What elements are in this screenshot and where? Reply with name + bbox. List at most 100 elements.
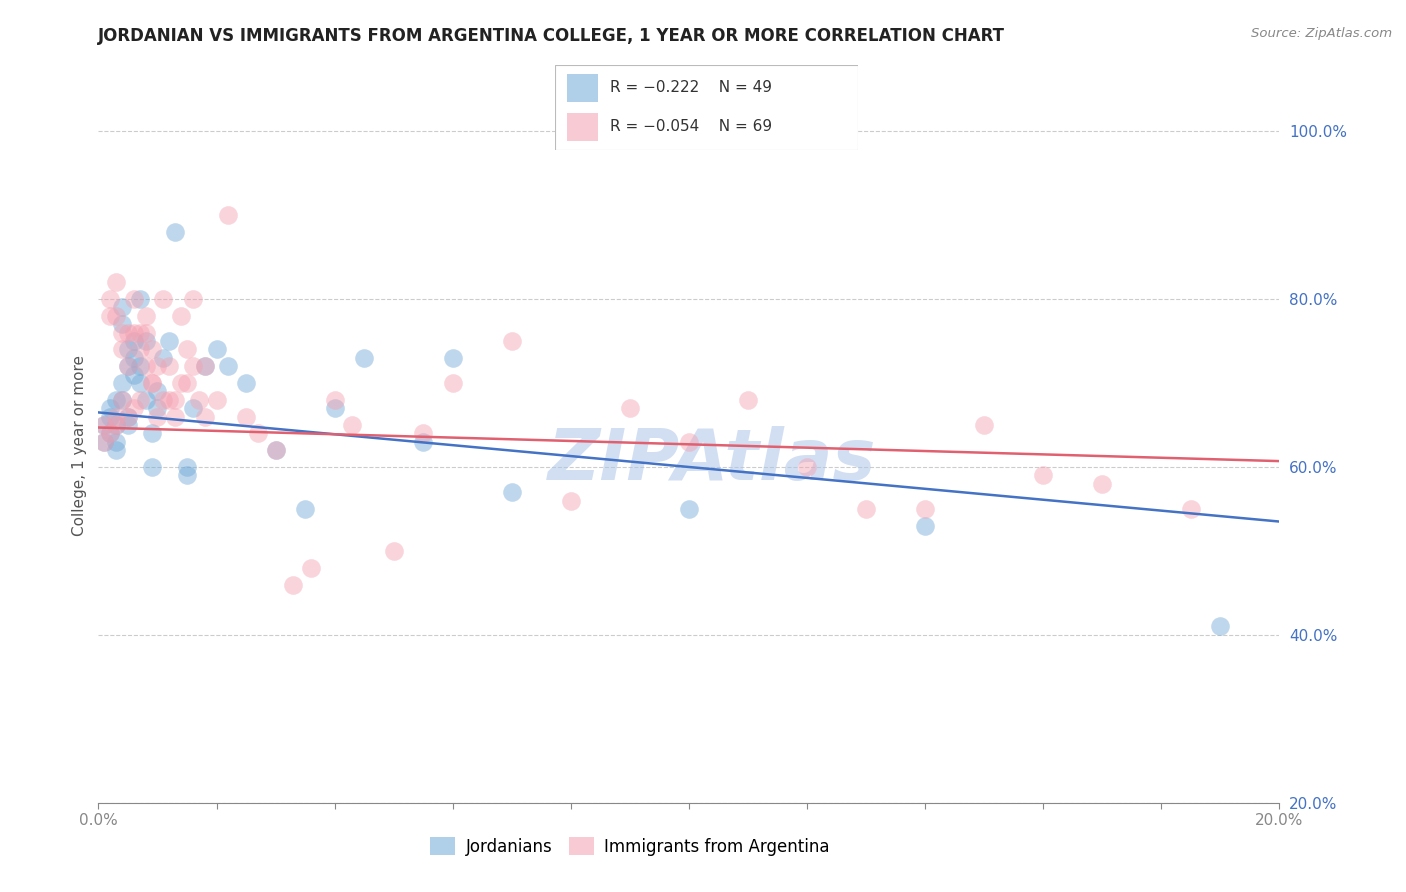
Point (412, 434, 434, 449)
Point (117, 326, 139, 340)
Bar (568, 113, 598, 141)
Y-axis label: College, 1 year or more: College, 1 year or more (72, 356, 87, 536)
Point (111, 392, 134, 407)
Point (128, 326, 150, 340)
Point (796, 460, 818, 475)
Point (111, 318, 134, 332)
Point (141, 376, 163, 390)
Point (105, 392, 128, 407)
Point (323, 401, 346, 416)
Point (141, 343, 163, 357)
Point (560, 493, 582, 508)
Point (105, 443, 128, 458)
Point (157, 359, 180, 374)
Point (342, 417, 364, 432)
Point (135, 392, 157, 407)
Legend: Jordanians, Immigrants from Argentina: Jordanians, Immigrants from Argentina (423, 830, 837, 863)
Point (194, 409, 217, 424)
Point (170, 376, 193, 390)
Point (146, 409, 169, 424)
Point (194, 359, 217, 374)
Point (176, 343, 198, 357)
Point (165, 392, 187, 407)
Point (501, 485, 523, 500)
Point (264, 443, 287, 458)
Point (382, 544, 405, 558)
Text: ZIPAtlas: ZIPAtlas (548, 425, 877, 495)
Point (246, 426, 269, 441)
Point (294, 502, 316, 516)
Point (323, 392, 346, 407)
Text: JORDANIAN VS IMMIGRANTS FROM ARGENTINA COLLEGE, 1 YEAR OR MORE CORRELATION CHART: JORDANIAN VS IMMIGRANTS FROM ARGENTINA C… (98, 27, 1005, 45)
Point (157, 334, 180, 348)
Bar (568, 74, 598, 102)
Point (117, 359, 139, 374)
Point (93, 417, 115, 432)
Point (205, 392, 228, 407)
Point (1209, 619, 1232, 633)
Point (501, 334, 523, 348)
Point (141, 460, 163, 475)
Point (93, 417, 115, 432)
Point (1032, 468, 1054, 483)
Point (973, 417, 995, 432)
Point (299, 560, 322, 574)
Point (122, 368, 145, 382)
Point (146, 401, 169, 416)
Point (283, 577, 305, 591)
Point (111, 343, 134, 357)
Point (170, 309, 193, 323)
Point (93, 434, 115, 449)
Point (187, 392, 209, 407)
Point (737, 392, 759, 407)
Point (98, 409, 121, 424)
Point (235, 409, 257, 424)
Point (105, 275, 128, 289)
Point (111, 376, 134, 390)
Point (914, 502, 936, 516)
Point (353, 351, 375, 365)
Point (141, 376, 163, 390)
Point (176, 376, 198, 390)
Text: R = −0.054    N = 69: R = −0.054 N = 69 (610, 120, 772, 135)
Point (441, 376, 464, 390)
Point (157, 392, 180, 407)
Point (105, 434, 128, 449)
Point (111, 326, 134, 340)
Point (678, 434, 700, 449)
Point (128, 292, 150, 306)
Point (176, 468, 198, 483)
Point (165, 409, 187, 424)
Point (128, 359, 150, 374)
Point (98, 401, 121, 416)
Point (181, 401, 204, 416)
Point (122, 326, 145, 340)
Point (205, 343, 228, 357)
Text: R = −0.222    N = 49: R = −0.222 N = 49 (610, 80, 772, 95)
Point (855, 502, 877, 516)
Point (117, 343, 139, 357)
Point (122, 334, 145, 348)
Point (135, 334, 157, 348)
Point (98, 426, 121, 441)
Point (146, 359, 169, 374)
Point (111, 301, 134, 315)
Point (181, 359, 204, 374)
Point (122, 351, 145, 365)
Point (1180, 502, 1202, 516)
Point (105, 309, 128, 323)
Point (1091, 476, 1114, 491)
Point (122, 401, 145, 416)
Point (98, 426, 121, 441)
Point (217, 359, 239, 374)
Point (135, 326, 157, 340)
Point (117, 409, 139, 424)
Point (165, 225, 187, 239)
Point (914, 518, 936, 533)
Point (678, 502, 700, 516)
Point (111, 392, 134, 407)
Point (93, 434, 115, 449)
Point (117, 359, 139, 374)
Point (152, 392, 174, 407)
Point (128, 392, 150, 407)
